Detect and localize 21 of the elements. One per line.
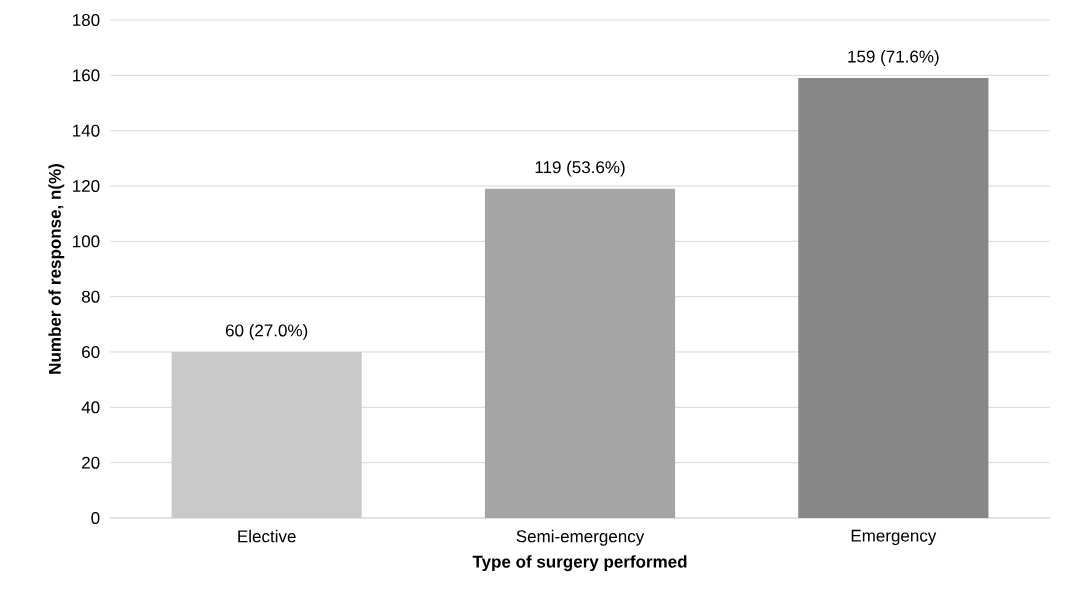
x-tick-label: Emergency — [851, 529, 937, 546]
y-tick-label: 180 — [73, 13, 100, 27]
y-tick-label: 120 — [73, 179, 100, 193]
bar — [484, 188, 676, 518]
y-axis-title: Number of response, n(%) — [48, 164, 65, 374]
data-label: 60 (27.0%) — [225, 323, 308, 340]
data-label: 159 (71.6%) — [848, 50, 939, 66]
y-tick-label: 0 — [91, 511, 100, 525]
y-tick-label: 40 — [81, 401, 100, 414]
bar — [798, 78, 989, 518]
y-tick-label: 140 — [73, 124, 100, 137]
x-tick-label: Elective — [238, 529, 296, 543]
y-tick-label: 80 — [81, 290, 100, 303]
data-label: 119 (53.6%) — [535, 160, 625, 177]
y-tick-label: 100 — [73, 235, 100, 248]
bar — [171, 352, 362, 518]
y-tick-label: 20 — [82, 456, 100, 469]
y-tick-label: 160 — [73, 69, 100, 82]
y-tick-label: 60 — [82, 345, 100, 359]
x-tick-label: Semi-emergency — [516, 529, 645, 546]
x-axis-title: Type of surgery performed — [472, 555, 687, 572]
